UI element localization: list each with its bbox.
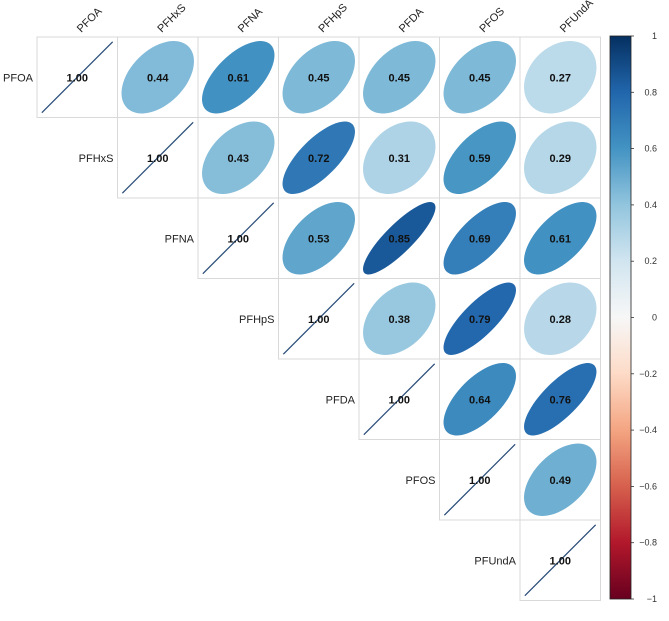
ellipse-pfoa-pfos [443,41,516,114]
row-label-pfna: PFNA [165,233,195,245]
legend-tick-label: 0.2 [644,256,657,266]
column-label-pfda: PFDA [397,5,427,35]
value-label-pfhxs-pfda: 0.31 [389,153,410,165]
value-label-pfhxs-pfhxs: 1.00 [147,153,168,165]
row-label-pfunda: PFUndA [474,555,516,567]
value-label-pfoa-pfos: 0.45 [469,72,490,84]
value-label-pfna-pfda: 0.85 [389,233,410,245]
row-labels: PFOA PFHxS PFNA PFHpS PFDA PFOS PFUndA [3,72,517,567]
value-label-pfoa-pfhps: 0.45 [308,72,329,84]
value-label-pfna-pfhps: 0.53 [308,233,329,245]
ellipse-pfda-pfunda [524,363,597,436]
ellipse-pfna-pfos [443,202,516,275]
legend-color-bar [610,36,631,599]
ellipse-pfhps-pfunda [524,282,597,355]
legend-tick-label: 0.6 [644,144,657,154]
ellipse-pfoa-pfda [363,41,436,114]
color-legend: 1 0.8 0.6 0.4 0.2 0 −0.2 −0.4 −0.6 −0.8 −1 [609,31,657,604]
ellipse-pfhxs-pfos [443,121,516,194]
ellipse-pfoa-pfhps [282,41,355,114]
value-label-pfoa-pfunda: 0.27 [550,72,571,84]
ellipse-pfhxs-pfda [363,121,436,194]
column-label-pfhxs: PFHxS [155,2,188,35]
diagonal-line-pfoa [41,41,114,114]
legend-tick-label: −0.2 [639,369,657,379]
legend-tick-label: 1 [652,31,657,41]
column-label-pfhps: PFHpS [316,2,350,36]
value-label-pfna-pfunda: 0.61 [550,233,571,245]
matrix-cells: 1.00 0.44 0.61 0.45 0.45 0.45 0.27 1.00 0.43 0.72… [36,36,601,601]
diagonal-line-pfhps [282,282,355,355]
value-label-pfhxs-pfunda: 0.29 [550,153,571,165]
column-label-pfna: PFNA [236,5,266,35]
value-label-pfoa-pfoa: 1.00 [67,72,88,84]
value-label-pfna-pfna: 1.00 [228,233,249,245]
value-label-pfda-pfda: 1.00 [389,394,410,406]
column-label-pfos: PFOS [477,5,507,35]
value-label-pfunda-pfunda: 1.00 [550,555,571,567]
ellipse-pfoa-pfhxs [121,41,194,114]
value-label-pfoa-pfda: 0.45 [389,72,410,84]
value-label-pfoa-pfna: 0.61 [228,72,249,84]
legend-tick-label: −0.6 [639,481,657,491]
value-label-pfhps-pfhps: 1.00 [308,314,329,326]
value-label-pfhxs-pfna: 0.43 [228,153,249,165]
ellipse-pfda-pfos [443,363,516,436]
ellipse-pfna-pfunda [524,202,597,275]
ellipse-pfhxs-pfna [202,121,275,194]
ellipse-pfhps-pfos [443,282,516,355]
diagonal-line-pfunda [524,524,597,597]
legend-tick-label: −1 [647,594,657,604]
row-label-pfos: PFOS [406,475,436,487]
ellipse-pfoa-pfna [202,41,275,114]
value-label-pfhps-pfda: 0.38 [389,314,410,326]
value-label-pfna-pfos: 0.69 [469,233,490,245]
diagonal-line-pfhxs [121,121,194,194]
value-label-pfhps-pfunda: 0.28 [550,314,571,326]
ellipse-pfoa-pfunda [524,41,597,114]
ellipse-pfos-pfunda [524,443,597,516]
value-label-pfhxs-pfhps: 0.72 [308,153,329,165]
ellipse-pfna-pfhps [282,202,355,275]
ellipse-pfhps-pfda [363,282,436,355]
value-label-pfda-pfos: 0.64 [469,394,491,406]
value-label-pfoa-pfhxs: 0.44 [147,72,169,84]
row-label-pfhxs: PFHxS [79,153,114,165]
value-label-pfos-pfos: 1.00 [469,475,490,487]
diagonal-line-pfna [202,202,275,275]
row-label-pfhps: PFHpS [239,314,274,326]
row-label-pfda: PFDA [326,394,356,406]
diagonal-line-pfos [443,443,516,516]
value-label-pfhps-pfos: 0.79 [469,314,490,326]
column-label-pfunda: PFUndA [558,0,596,35]
legend-tick-label: 0.4 [644,200,657,210]
ellipse-pfhxs-pfunda [524,121,597,194]
value-label-pfos-pfunda: 0.49 [550,475,571,487]
row-label-pfoa: PFOA [3,72,34,84]
legend-tick-label: −0.4 [639,425,657,435]
column-labels: PFOA PFHxS PFNA PFHpS PFDA PFOS PFUndA [75,0,596,35]
value-label-pfda-pfunda: 0.76 [550,394,571,406]
column-label-pfoa: PFOA [75,5,105,35]
legend-tick-label: 0 [652,313,657,323]
legend-tick-label: 0.8 [644,87,657,97]
ellipse-pfna-pfda [363,202,436,275]
value-label-pfhxs-pfos: 0.59 [469,153,490,165]
ellipse-pfhxs-pfhps [282,121,355,194]
legend-tick-label: −0.8 [639,538,657,548]
diagonal-line-pfda [363,363,436,436]
legend-ticks: 1 0.8 0.6 0.4 0.2 0 −0.2 −0.4 −0.6 −0.8 −1 [631,31,657,604]
